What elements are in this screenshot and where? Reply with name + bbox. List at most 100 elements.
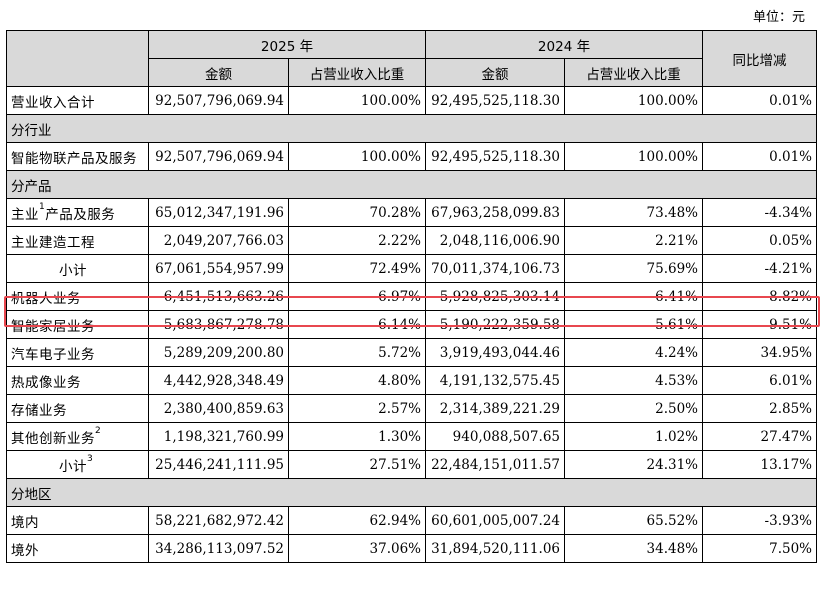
- unit-label: 单位：元: [752, 10, 805, 25]
- ratio-2025-cell: 5.72%: [288, 338, 426, 367]
- row-label: 智能物联产品及服务: [6, 142, 149, 171]
- ratio-2025-cell: 62.94%: [288, 506, 426, 535]
- ratio-2024-cell: 1.02%: [564, 422, 703, 451]
- row-label: 小计: [6, 254, 149, 283]
- amount-2024-cell: 60,601,005,007.24: [425, 506, 565, 535]
- yoy-cell: -4.21%: [702, 254, 817, 283]
- row-label: 主业1产品及服务: [6, 198, 149, 227]
- amount-2025-cell: 65,012,347,191.96: [148, 198, 289, 227]
- header-amount-2025: 金额: [148, 58, 289, 87]
- table-row: 热成像业务 4,442,928,348.49 4.80% 4,191,132,575.…: [6, 366, 817, 395]
- amount-2025-cell: 2,049,207,766.03: [148, 226, 289, 255]
- yoy-cell: 13.17%: [702, 450, 817, 479]
- table-row: 汽车电子业务 5,289,209,200.80 5.72% 3,919,493,044…: [6, 338, 817, 367]
- table-row: 智能物联产品及服务 92,507,796,069.94 100.00% 92,495,…: [6, 142, 817, 171]
- section-row: 分行业: [6, 114, 817, 143]
- row-label: 小计3: [6, 450, 149, 479]
- footnote-marker: 1: [39, 201, 46, 212]
- ratio-2024-cell: 75.69%: [564, 254, 703, 283]
- row-label-text: 智能物联产品及服务: [11, 150, 137, 167]
- header-ratio-2025: 占营业收入比重: [288, 58, 426, 87]
- ratio-2024-cell: 100.00%: [564, 86, 703, 115]
- header-ratio-2024: 占营业收入比重: [564, 58, 703, 87]
- yoy-cell: 0.01%: [702, 142, 817, 171]
- header-year-2025: 2025 年: [148, 30, 426, 59]
- amount-2025-cell: 1,198,321,760.99: [148, 422, 289, 451]
- header-amount-2024: 金额: [425, 58, 565, 87]
- amount-2024-cell: 4,191,132,575.45: [425, 366, 565, 395]
- revenue-table: 2025 年 2024 年 同比增减 金额 占营业收入比重 金额 占营业收入比重…: [6, 30, 817, 563]
- row-label: 存储业务: [6, 394, 149, 423]
- amount-2024-cell: 940,088,507.65: [425, 422, 565, 451]
- row-label: 境内: [6, 506, 149, 535]
- ratio-2025-cell: 37.06%: [288, 534, 426, 563]
- amount-2024-cell: 31,894,520,111.06: [425, 534, 565, 563]
- amount-2025-cell: 92,507,796,069.94: [148, 86, 289, 115]
- amount-2024-cell: 3,919,493,044.46: [425, 338, 565, 367]
- amount-2024-cell: 67,963,258,099.83: [425, 198, 565, 227]
- ratio-2025-cell: 70.28%: [288, 198, 426, 227]
- highlight-box: [4, 296, 820, 327]
- ratio-2025-cell: 100.00%: [288, 142, 426, 171]
- row-label: 汽车电子业务: [6, 338, 149, 367]
- ratio-2025-cell: 27.51%: [288, 450, 426, 479]
- amount-2024-cell: 22,484,151,011.57: [425, 450, 565, 479]
- row-label-text: 境外: [11, 542, 39, 559]
- table-row: 小计 67,061,554,957.99 72.49% 70,011,374,106.…: [6, 254, 817, 283]
- row-label-text: 汽车电子业务: [11, 346, 95, 363]
- amount-2025-cell: 34,286,113,097.52: [148, 534, 289, 563]
- ratio-2025-cell: 4.80%: [288, 366, 426, 395]
- row-label-text: 营业收入合计: [11, 94, 95, 111]
- row-label-text-cont: 产品及服务: [45, 206, 116, 223]
- row-label: 热成像业务: [6, 366, 149, 395]
- table-row: 境外 34,286,113,097.52 37.06% 31,894,520,111.…: [6, 534, 817, 563]
- amount-2024-cell: 70,011,374,106.73: [425, 254, 565, 283]
- row-label-text: 其他创新业务: [11, 430, 95, 447]
- ratio-2024-cell: 4.24%: [564, 338, 703, 367]
- ratio-2025-cell: 100.00%: [288, 86, 426, 115]
- yoy-cell: 27.47%: [702, 422, 817, 451]
- row-label-text: 主业: [11, 206, 39, 223]
- row-label-text: 机器人业务: [11, 290, 81, 307]
- table-row: 存储业务 2,380,400,859.63 2.57% 2,314,389,221.2…: [6, 394, 817, 423]
- ratio-2025-cell: 72.49%: [288, 254, 426, 283]
- table-row: 其他创新业务2 1,198,321,760.99 1.30% 940,088,507.…: [6, 422, 817, 451]
- header-year-2024: 2024 年: [425, 30, 703, 59]
- row-label-text: 热成像业务: [11, 374, 81, 391]
- table-body: 营业收入合计 92,507,796,069.94 100.00% 92,495,525…: [6, 86, 817, 563]
- yoy-cell: -3.93%: [702, 506, 817, 535]
- amount-2025-cell: 25,446,241,111.95: [148, 450, 289, 479]
- table-row: 境内 58,221,682,972.42 62.94% 60,601,005,007.…: [6, 506, 817, 535]
- amount-2025-cell: 2,380,400,859.63: [148, 394, 289, 423]
- section-label: 分产品: [6, 170, 817, 199]
- amount-2024-cell: 5,190,222,359.58: [425, 310, 565, 339]
- yoy-cell: 2.85%: [702, 394, 817, 423]
- amount-2024-cell: 92,495,525,118.30: [425, 86, 565, 115]
- yoy-cell: 6.01%: [702, 366, 817, 395]
- footnote-marker: 3: [87, 453, 94, 464]
- ratio-2024-cell: 65.52%: [564, 506, 703, 535]
- row-label-text: 主业建造工程: [11, 234, 95, 251]
- amount-2024-cell: 2,048,116,006.90: [425, 226, 565, 255]
- amount-2025-cell: 4,442,928,348.49: [148, 366, 289, 395]
- ratio-2024-cell: 2.50%: [564, 394, 703, 423]
- amount-2024-cell: 92,495,525,118.30: [425, 142, 565, 171]
- row-label: 主业建造工程: [6, 226, 149, 255]
- header-blank: [6, 30, 149, 87]
- row-label: 营业收入合计: [6, 86, 149, 115]
- ratio-2024-cell: 34.48%: [564, 534, 703, 563]
- table-row: 营业收入合计 92,507,796,069.94 100.00% 92,495,525…: [6, 86, 817, 115]
- section-label: 分地区: [6, 478, 817, 507]
- amount-2025-cell: 67,061,554,957.99: [148, 254, 289, 283]
- ratio-2025-cell: 1.30%: [288, 422, 426, 451]
- row-label-text: 小计: [59, 262, 87, 279]
- ratio-2024-cell: 24.31%: [564, 450, 703, 479]
- table-row: 小计3 25,446,241,111.95 27.51% 22,484,151,011…: [6, 450, 817, 479]
- row-label-text: 境内: [11, 514, 39, 531]
- section-row: 分产品: [6, 170, 817, 199]
- table-row: 主业建造工程 2,049,207,766.03 2.22% 2,048,116,006…: [6, 226, 817, 255]
- ratio-2024-cell: 5.61%: [564, 310, 703, 339]
- section-row: 分地区: [6, 478, 817, 507]
- yoy-cell: 34.95%: [702, 338, 817, 367]
- row-label: 其他创新业务2: [6, 422, 149, 451]
